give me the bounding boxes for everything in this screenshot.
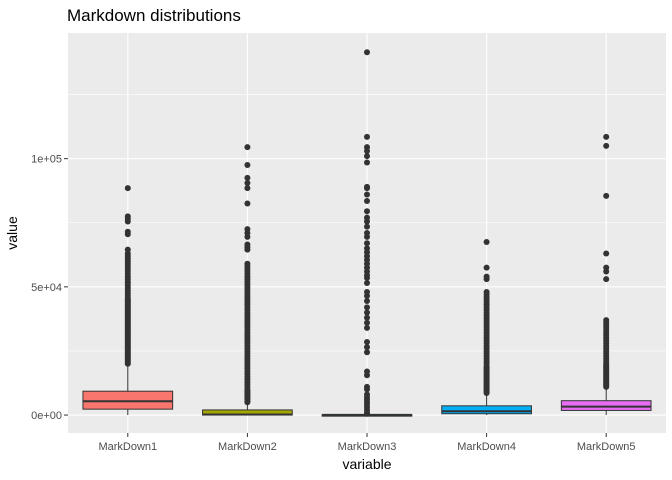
outlier-point: [364, 314, 370, 321]
iqr-box: [82, 390, 174, 410]
outlier-point: [244, 185, 251, 192]
outlier-point: [603, 317, 610, 324]
outlier-point: [483, 273, 490, 280]
outlier-point: [364, 214, 370, 221]
outlier-point: [124, 213, 131, 220]
outlier-point: [364, 324, 370, 331]
outlier-point: [364, 288, 370, 295]
outlier-point: [364, 297, 370, 304]
outlier-point: [364, 133, 370, 140]
outlier-point: [364, 208, 370, 215]
outlier-point: [483, 264, 490, 271]
outlier-point: [364, 383, 370, 390]
outlier-point: [244, 260, 251, 267]
y-axis-title: value: [4, 216, 20, 250]
y-tick-label: 1e+05: [31, 154, 62, 166]
outlier-point: [364, 304, 370, 311]
x-tick-label: MarkDown3: [338, 441, 397, 453]
outlier-point: [124, 246, 131, 253]
outlier-point: [364, 230, 370, 236]
outlier-point: [244, 241, 251, 248]
y-tick-label: 0e+00: [31, 410, 62, 422]
outlier-point: [124, 185, 131, 192]
outlier-point: [364, 349, 370, 356]
outlier-point: [364, 319, 370, 326]
outlier-point: [364, 344, 370, 351]
outlier-point: [364, 240, 370, 247]
x-tick-label: MarkDown2: [218, 441, 277, 453]
outlier-point: [364, 338, 370, 345]
x-axis-title: variable: [342, 456, 391, 472]
iqr-box: [560, 400, 652, 411]
outlier-point: [603, 133, 610, 140]
box-MarkDown2: [202, 144, 293, 416]
outlier-point: [244, 180, 251, 186]
outlier-point: [244, 226, 251, 233]
outlier-point: [364, 223, 370, 230]
outlier-point: [244, 174, 251, 181]
outlier-point: [244, 200, 251, 207]
axes: 0e+00 5e+04 1e+05 MarkDown1 MarkDown2 MarkDow…: [31, 154, 635, 453]
iqr-box: [441, 405, 532, 415]
outlier-point: [364, 280, 370, 286]
outlier-point: [364, 391, 370, 398]
outlier-point: [364, 197, 370, 204]
outlier-point: [364, 49, 370, 56]
outlier-point: [603, 276, 610, 283]
outlier-point: [244, 144, 251, 151]
box-MarkDown3: [321, 49, 413, 417]
chart-title: Markdown distributions: [67, 6, 241, 25]
outlier-point: [603, 264, 610, 271]
outlier-point: [364, 183, 370, 190]
box-MarkDown4: [441, 238, 532, 416]
x-tick-label: MarkDown5: [577, 441, 636, 453]
outlier-point: [364, 159, 370, 166]
outlier-point: [483, 238, 490, 245]
x-tick-label: MarkDown4: [457, 441, 516, 453]
x-tick-label: MarkDown1: [98, 441, 157, 453]
outlier-point: [364, 245, 370, 252]
boxes: [82, 49, 652, 417]
outlier-point: [603, 142, 610, 149]
outlier-point: [603, 250, 610, 257]
box-MarkDown5: [560, 133, 652, 416]
box-MarkDown1: [82, 185, 174, 416]
outlier-point: [364, 144, 370, 151]
outlier-point: [364, 153, 370, 160]
outlier-point: [603, 192, 610, 199]
outlier-point: [364, 309, 370, 316]
outlier-point: [244, 162, 251, 169]
outlier-point: [364, 368, 370, 375]
outlier-point: [483, 288, 490, 295]
outlier-point: [124, 228, 131, 235]
y-tick-label: 5e+04: [31, 282, 62, 294]
outlier-point: [364, 191, 370, 198]
